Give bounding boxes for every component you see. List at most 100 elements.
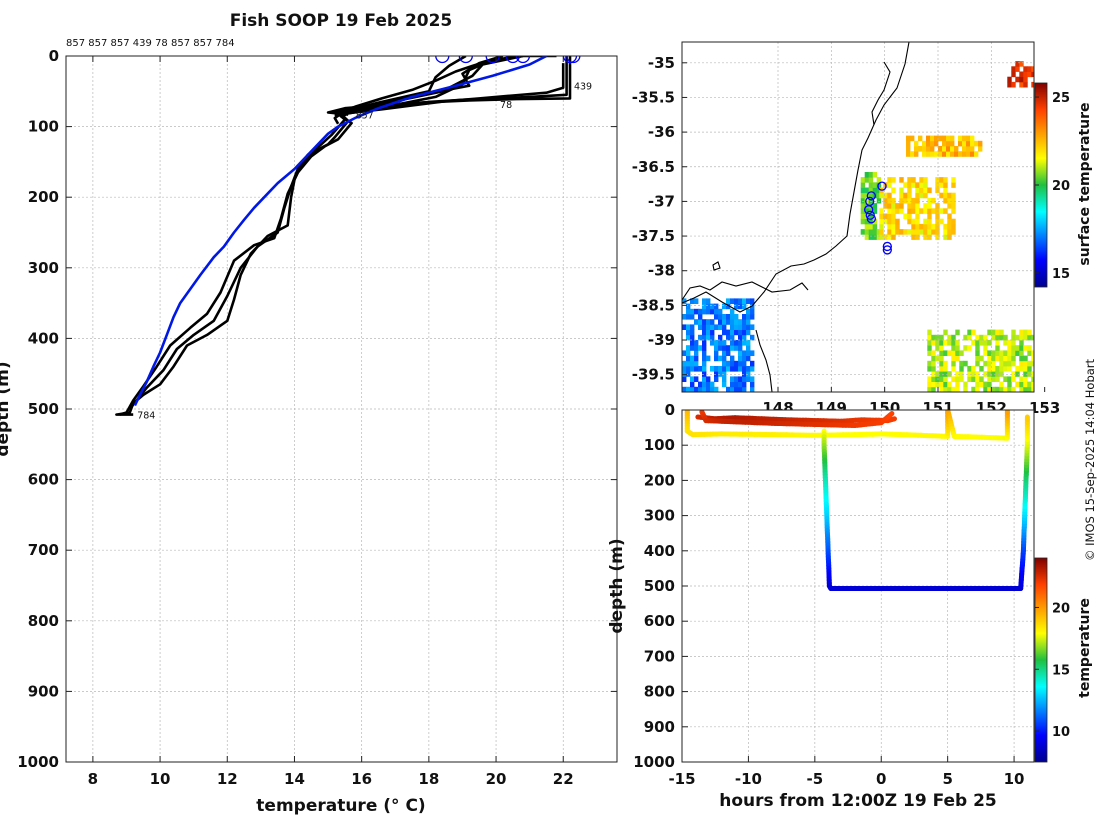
sst-pixel [915,229,920,235]
sst-pixel [955,329,960,336]
sst-pixel [734,329,739,336]
sst-pixel [1015,371,1020,377]
sst-pixel [951,340,956,346]
profile-line-857b [119,56,524,416]
sst-pixel [1007,355,1012,362]
sst-pixel [999,360,1004,367]
sst-pixel [1027,371,1032,377]
sst-pixel [915,182,920,188]
sst-pixel [995,355,1000,362]
x-tick-label: 22 [553,770,574,788]
sst-pixel [935,376,940,382]
sst-pixel [730,360,735,367]
sst-pixel [734,386,739,392]
sst-pixel [1019,329,1024,336]
sst-pixel [943,360,948,367]
sst-pixel [706,319,711,325]
sst-pixel [987,355,992,362]
sst-pixel [682,371,687,377]
sst-pixel [738,350,743,356]
sst-pixel [872,203,878,209]
sst-pixel [872,229,878,235]
profile-location-marker [882,245,892,255]
sst-pixel [966,151,971,157]
sst-pixel [686,366,691,372]
y-tick-label: 800 [28,612,59,630]
sst-pixel [702,350,707,356]
x-tick-label: 18 [418,770,439,788]
sst-pixel [722,371,727,377]
sst-pixel [706,308,711,315]
coastline-mainland [682,42,910,313]
sst-pixel [690,345,695,351]
sst-pixel [939,208,944,214]
sst-pixel [958,135,963,142]
sst-pixel [978,140,983,147]
sst-pixel [903,197,908,204]
sst-pixel [970,135,975,142]
sst-pixel [950,146,955,152]
sst-pixel [939,350,944,356]
dt-x-tick-label: -15 [668,770,695,788]
sst-pixel [864,218,870,225]
sst-pixel [931,229,936,235]
sst-pixel [698,324,703,330]
sst-pixel [879,229,884,235]
sst-pixel [734,314,739,320]
trace-segment-shallow-warm-b [887,411,895,418]
sst-pixel [891,213,896,220]
sst-pixel [1019,340,1024,346]
sst-pixel [951,192,956,199]
sst-pixel [682,350,687,356]
sst-pixel [714,345,719,351]
sst-pixel [1027,350,1032,356]
sst-pixel [951,197,956,204]
sst-pixel [895,229,900,235]
sst-pixel [947,213,952,220]
sst-pixel [927,386,932,392]
sst-pixel [987,329,992,336]
sst-pixel [927,203,932,209]
sst-pixel [726,303,731,310]
sst-pixel [999,381,1004,388]
sst-pixel [738,376,743,382]
sst-pixel [702,298,707,304]
sst-pixel [903,182,908,188]
sst-pixel [971,366,976,372]
sst-pixel [946,135,951,142]
sst-colorbar-tick-label: 25 [1052,91,1070,106]
sst-pixel [971,340,976,346]
sst-pixel [903,229,908,235]
sst-pixel [930,140,935,147]
sst-pixel [963,345,968,351]
sst-pixel [966,135,971,142]
sst-pixel [726,319,731,325]
sst-pixel [718,324,723,330]
coastline-tasmania [755,329,773,392]
sst-pixel [746,319,751,325]
sst-pixel [746,366,751,372]
sst-pixel [686,386,691,392]
profile-ticks: 8 10 12 14 16 18 20 22 0 100 200 300 400 500 600 700 800… [17,47,617,788]
sst-pixel [975,371,980,377]
y-tick-label: 1000 [17,753,59,771]
sst-pixel [1015,366,1020,372]
sst-pixel [876,229,882,235]
sst-pixel [955,355,960,362]
sst-pixel [983,360,988,367]
sst-pixel [726,334,731,341]
sst-pixel [722,319,727,325]
sst-pixel [999,329,1004,336]
sst-pixel [950,140,955,147]
sst-pixel [939,182,944,188]
sst-pixel [903,192,908,199]
sst-pixel [1027,329,1032,336]
sst-pixel [887,197,892,204]
sst-pixel [883,218,888,225]
sst-pixel [738,319,743,325]
sst-pixel [714,366,719,372]
sst-pixel [1011,66,1016,72]
map-axes-box [681,41,1035,393]
dt-x-tick-label: 5 [942,770,952,788]
sst-pixel [935,334,940,341]
